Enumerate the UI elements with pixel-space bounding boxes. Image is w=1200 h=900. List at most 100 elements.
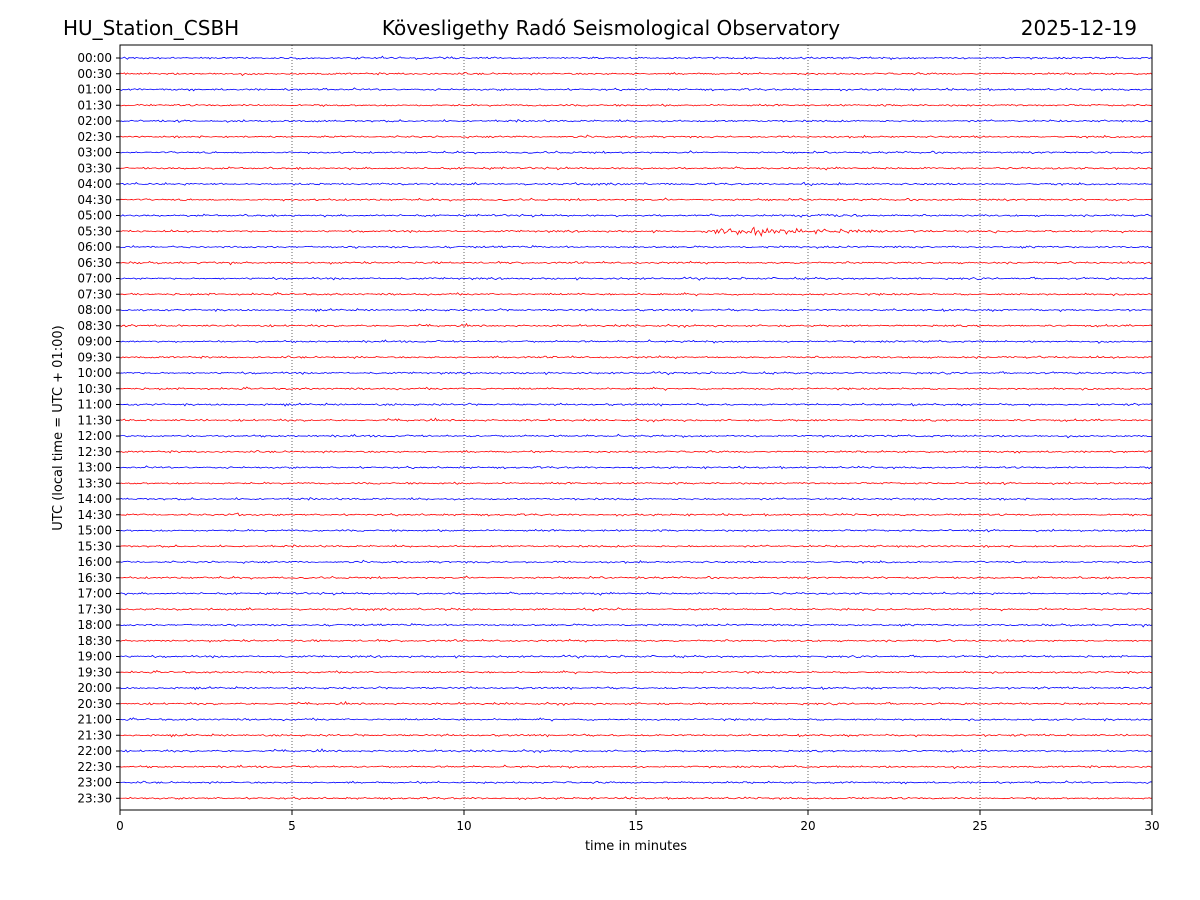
trace-0930	[119, 355, 1153, 360]
trace-1730	[119, 607, 1153, 612]
y-tick-label-32: 16:00	[77, 555, 112, 569]
trace-0830	[119, 322, 1153, 329]
chart-date: 2025-12-19	[1021, 16, 1137, 40]
trace-0330	[119, 166, 1153, 171]
trace-2330	[120, 796, 1153, 801]
trace-1500	[119, 528, 1153, 533]
y-tick-label-13: 06:30	[77, 256, 112, 270]
trace-0000	[119, 55, 1153, 61]
y-tick-label-28: 14:00	[77, 492, 112, 506]
y-tick-label-9: 04:30	[77, 193, 112, 207]
trace-2300	[119, 780, 1153, 785]
trace-0700	[119, 276, 1153, 281]
trace-1130	[119, 417, 1153, 423]
y-tick-label-2: 01:00	[77, 83, 112, 97]
x-tick-label-6: 30	[1144, 819, 1159, 833]
y-tick-label-17: 08:30	[77, 319, 112, 333]
trace-1700	[119, 591, 1153, 596]
trace-1200	[119, 433, 1153, 439]
trace-1300	[119, 465, 1153, 470]
trace-1930	[119, 669, 1153, 675]
y-axis-label: UTC (local time = UTC + 01:00)	[51, 325, 66, 530]
x-tick-label-5: 25	[972, 819, 987, 833]
trace-1600	[119, 559, 1153, 564]
y-tick-label-18: 09:00	[77, 335, 112, 349]
trace-2100	[119, 717, 1153, 722]
trace-1400	[119, 497, 1153, 501]
y-tick-label-4: 02:00	[77, 114, 112, 128]
x-tick-label-0: 0	[116, 819, 124, 833]
y-tick-label-31: 15:30	[77, 539, 112, 553]
trace-0600	[119, 245, 1153, 249]
y-tick-label-35: 17:30	[77, 602, 112, 616]
y-tick-label-11: 05:30	[77, 224, 112, 238]
trace-1900	[119, 654, 1153, 659]
y-tick-label-45: 22:30	[77, 760, 112, 774]
x-axis-label: time in minutes	[585, 839, 687, 854]
trace-0230	[119, 134, 1153, 139]
trace-0130	[119, 103, 1153, 107]
x-gridlines	[291, 45, 981, 810]
y-tick-label-3: 01:30	[77, 98, 112, 112]
y-tick-label-39: 19:30	[77, 665, 112, 679]
trace-1830	[119, 638, 1153, 643]
y-tick-label-12: 06:00	[77, 240, 112, 254]
trace-0630	[119, 260, 1153, 266]
y-tick-label-6: 03:00	[77, 146, 112, 160]
trace-0200	[119, 119, 1153, 123]
trace-0300	[119, 150, 1153, 155]
x-tick-label-4: 20	[800, 819, 815, 833]
y-tick-label-10: 05:00	[77, 209, 112, 223]
trace-1330	[119, 481, 1153, 486]
seismic-traces	[119, 55, 1153, 801]
trace-0500	[119, 213, 1153, 218]
y-tick-label-0: 00:00	[77, 51, 112, 65]
trace-1100	[119, 402, 1153, 407]
y-tick-label-26: 13:00	[77, 461, 112, 475]
y-tick-label-34: 17:00	[77, 587, 112, 601]
y-tick-label-27: 13:30	[77, 476, 112, 490]
y-tick-label-43: 21:30	[77, 728, 112, 742]
y-tick-label-40: 20:00	[77, 681, 112, 695]
y-tick-label-44: 22:00	[77, 744, 112, 758]
trace-2030	[119, 700, 1153, 707]
y-tick-label-38: 19:00	[77, 650, 112, 664]
y-tick-label-30: 15:00	[77, 524, 112, 538]
station-name: HU_Station_CSBH	[63, 16, 239, 40]
trace-0800	[119, 308, 1153, 313]
y-tick-label-15: 07:30	[77, 287, 112, 301]
trace-2130	[119, 733, 1153, 738]
trace-0430	[119, 197, 1153, 202]
trace-0730	[119, 291, 1153, 297]
trace-1000	[119, 371, 1153, 376]
trace-1630	[119, 575, 1153, 580]
y-tick-label-16: 08:00	[77, 303, 112, 317]
trace-0100	[119, 87, 1153, 92]
trace-0030	[119, 71, 1153, 77]
trace-0900	[119, 339, 1153, 344]
y-tick-label-23: 11:30	[77, 413, 112, 427]
y-tick-label-14: 07:00	[77, 272, 112, 286]
y-tick-label-8: 04:00	[77, 177, 112, 191]
y-tick-label-1: 00:30	[77, 67, 112, 81]
trace-1430	[119, 512, 1153, 517]
y-tick-label-24: 12:00	[77, 429, 112, 443]
y-tick-label-22: 11:00	[77, 398, 112, 412]
trace-1230	[119, 449, 1153, 454]
trace-0530	[119, 226, 1153, 237]
trace-1030	[119, 386, 1153, 391]
y-tick-label-5: 02:30	[77, 130, 112, 144]
y-tick-label-33: 16:30	[77, 571, 112, 585]
y-tick-label-46: 23:00	[77, 776, 112, 790]
y-tick-label-25: 12:30	[77, 445, 112, 459]
trace-1800	[119, 623, 1153, 628]
trace-1530	[119, 544, 1153, 548]
x-axis-ticks: 0 5 10 15 20 25 30	[116, 810, 1160, 833]
y-tick-label-37: 18:30	[77, 634, 112, 648]
x-tick-label-1: 5	[288, 819, 296, 833]
trace-2000	[119, 686, 1153, 691]
y-tick-label-41: 20:30	[77, 697, 112, 711]
x-tick-label-2: 10	[456, 819, 471, 833]
y-tick-label-42: 21:00	[77, 713, 112, 727]
